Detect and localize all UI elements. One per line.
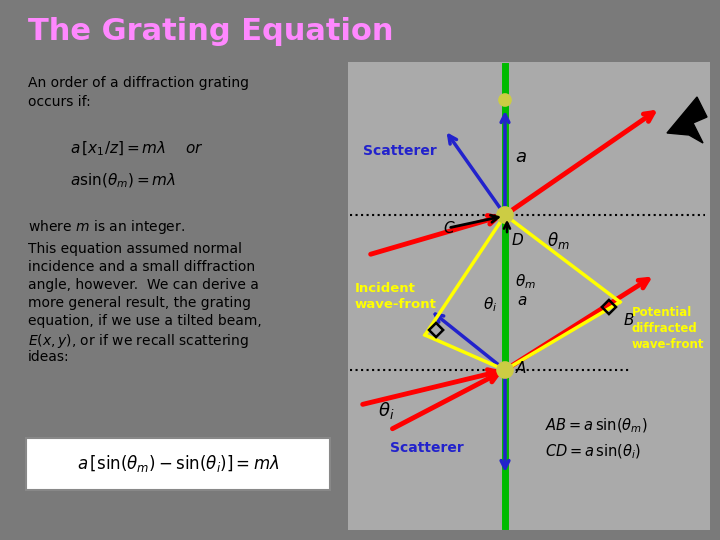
Text: incidence and a small diffraction: incidence and a small diffraction: [28, 260, 255, 274]
Text: An order of a diffraction grating
occurs if:: An order of a diffraction grating occurs…: [28, 76, 249, 110]
Text: where $m$ is an integer.: where $m$ is an integer.: [28, 218, 185, 236]
Text: more general result, the grating: more general result, the grating: [28, 296, 251, 310]
Bar: [348, 62, 710, 530]
Text: angle, however.  We can derive a: angle, however. We can derive a: [28, 278, 259, 292]
Text: $C$: $C$: [443, 220, 456, 236]
Text: equation, if we use a tilted beam,: equation, if we use a tilted beam,: [28, 314, 262, 328]
Text: $E(x,y)$, or if we recall scattering: $E(x,y)$, or if we recall scattering: [28, 332, 249, 350]
Text: Scatterer: Scatterer: [363, 144, 437, 158]
Text: ideas:: ideas:: [28, 350, 70, 364]
Text: Incident
wave-front: Incident wave-front: [355, 282, 437, 311]
Text: This equation assumed normal: This equation assumed normal: [28, 242, 242, 256]
Text: $a$: $a$: [517, 293, 527, 308]
Text: $a\sin(\theta_m)=m\lambda$: $a\sin(\theta_m)=m\lambda$: [70, 172, 176, 191]
Text: $AB = a\,\sin(\theta_m)$: $AB = a\,\sin(\theta_m)$: [545, 416, 647, 435]
Text: $a$: $a$: [515, 148, 527, 166]
Text: $\theta_m$: $\theta_m$: [547, 230, 570, 251]
Text: $D$: $D$: [511, 232, 524, 248]
Circle shape: [497, 362, 513, 378]
Text: Scatterer: Scatterer: [390, 441, 464, 455]
Circle shape: [497, 207, 513, 223]
Text: The Grating Equation: The Grating Equation: [28, 17, 394, 46]
Text: $a\,[x_1/z]=m\lambda$    $or$: $a\,[x_1/z]=m\lambda$ $or$: [70, 140, 204, 158]
Text: $\theta_i$: $\theta_i$: [483, 295, 498, 314]
Polygon shape: [667, 97, 707, 143]
Circle shape: [499, 94, 511, 106]
Text: $\theta_i$: $\theta_i$: [378, 400, 395, 421]
FancyBboxPatch shape: [26, 438, 330, 490]
Text: Potential
diffracted
wave-front: Potential diffracted wave-front: [632, 306, 704, 351]
Text: $a\,[\sin(\theta_m)-\sin(\theta_i)]=m\lambda$: $a\,[\sin(\theta_m)-\sin(\theta_i)]=m\la…: [77, 454, 279, 475]
Text: $A$: $A$: [515, 360, 527, 376]
Text: $\theta_m$: $\theta_m$: [515, 272, 536, 291]
Text: $B$: $B$: [623, 312, 634, 328]
Text: $CD = a\,\sin(\theta_i)$: $CD = a\,\sin(\theta_i)$: [545, 442, 641, 461]
